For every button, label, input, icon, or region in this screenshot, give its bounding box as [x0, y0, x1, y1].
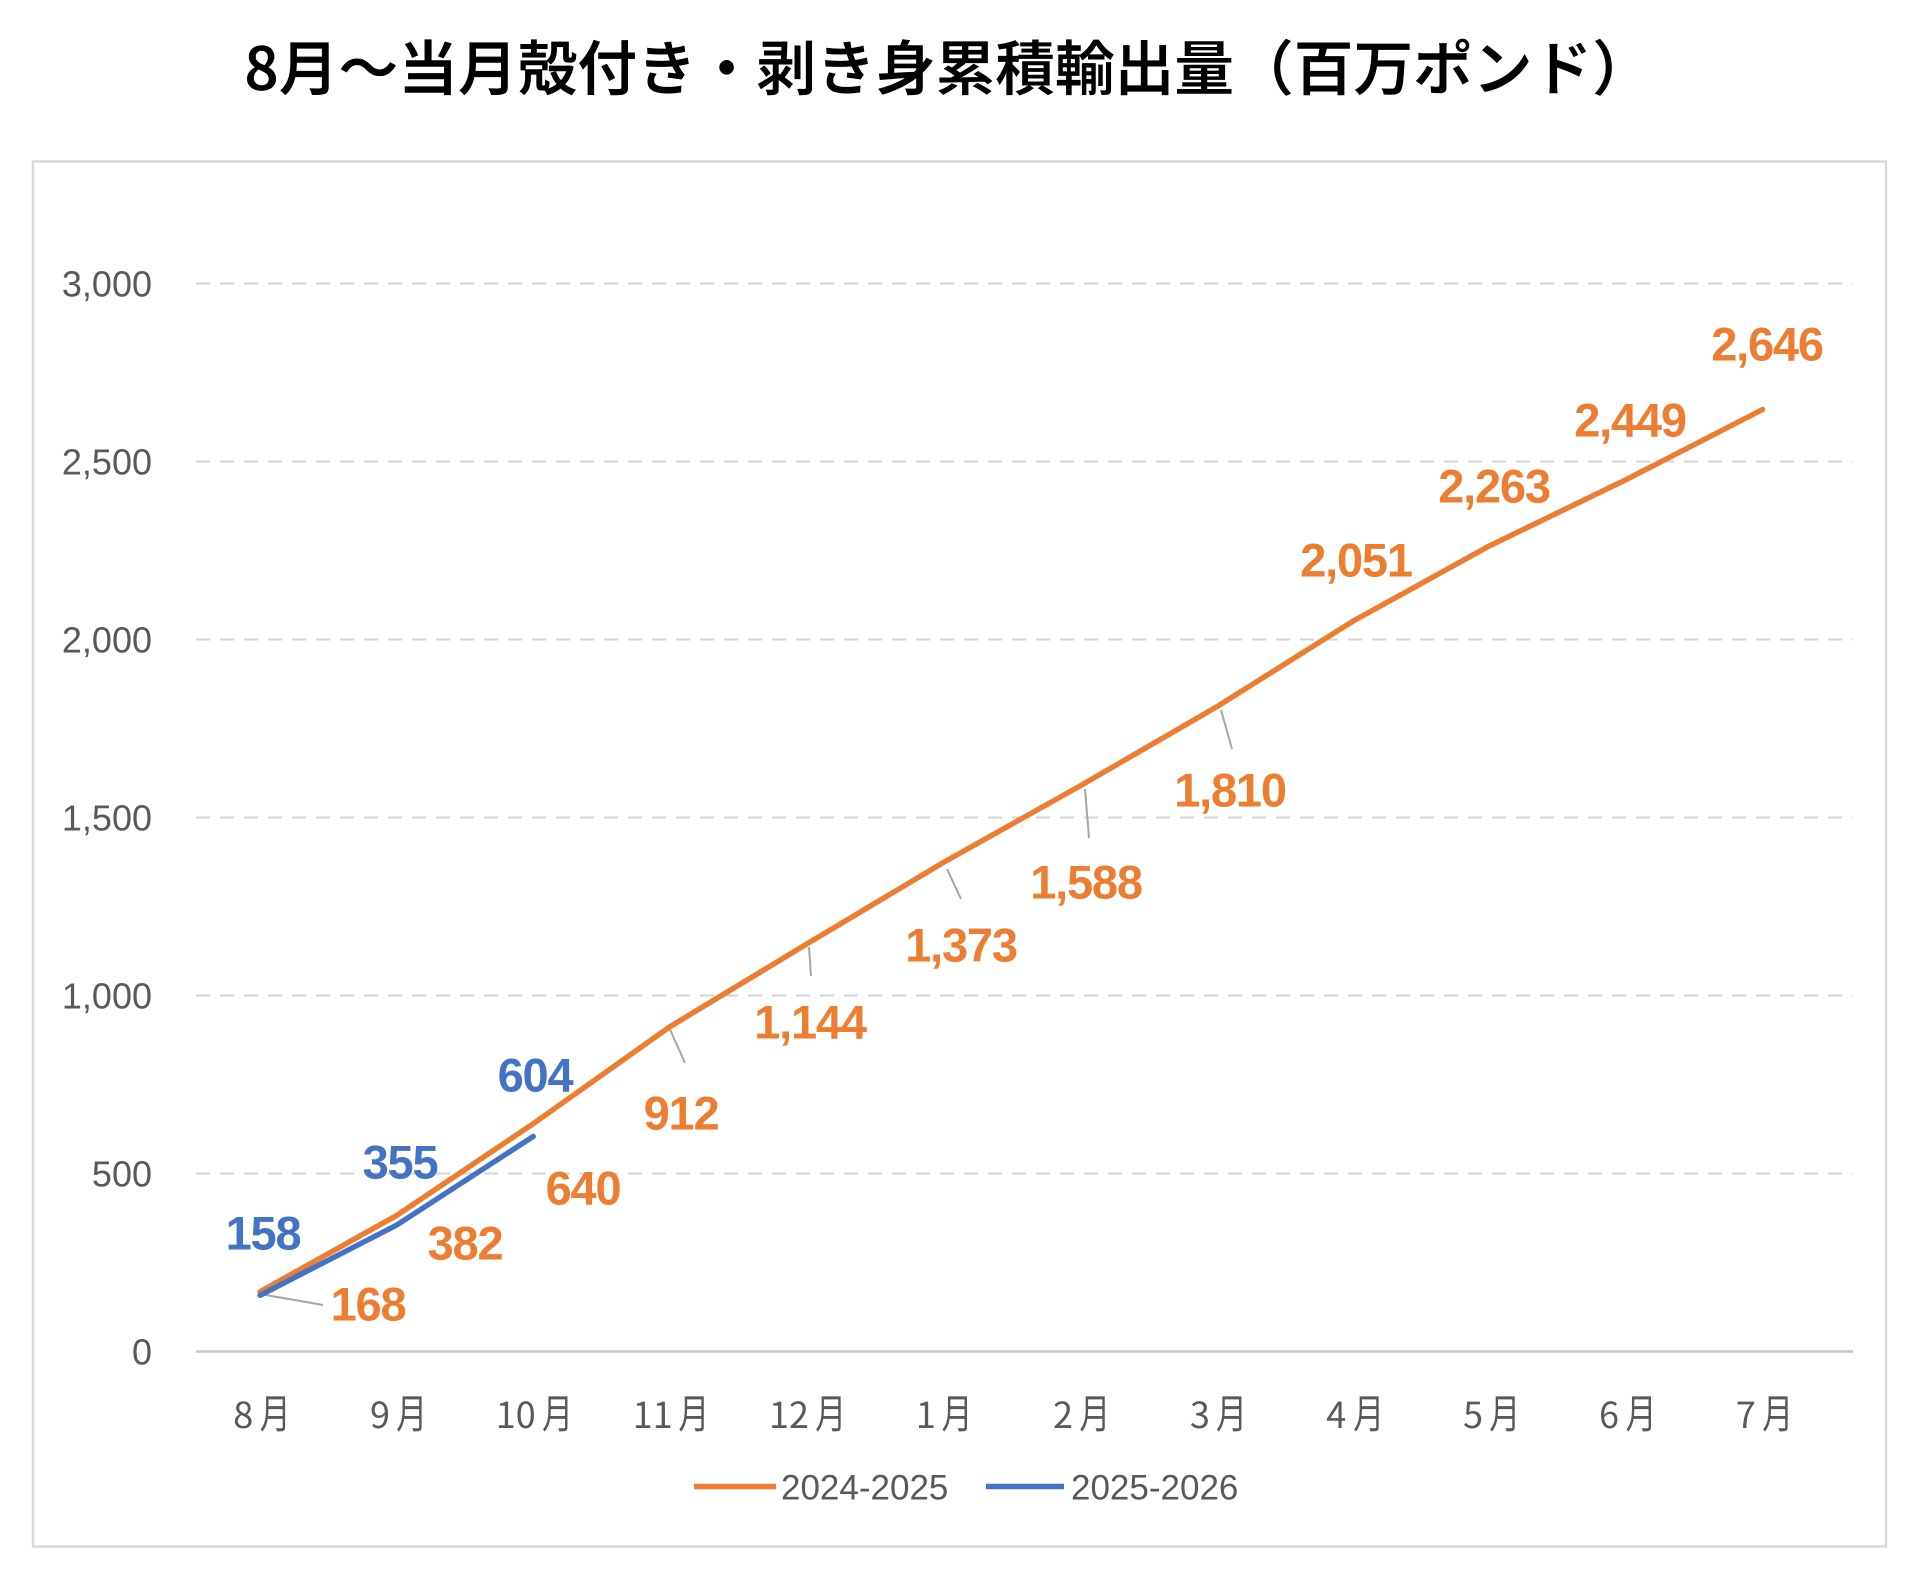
svg-text:1,810: 1,810 [1174, 763, 1286, 816]
svg-text:604: 604 [498, 1048, 574, 1101]
svg-text:2025-2026: 2025-2026 [1071, 1469, 1238, 1508]
svg-text:158: 158 [226, 1206, 301, 1259]
svg-text:3,000: 3,000 [62, 264, 152, 305]
svg-text:355: 355 [363, 1135, 438, 1188]
svg-text:1,588: 1,588 [1030, 855, 1142, 908]
svg-text:2,449: 2,449 [1574, 393, 1686, 446]
svg-text:2,000: 2,000 [62, 620, 152, 661]
svg-text:2024-2025: 2024-2025 [781, 1469, 948, 1508]
svg-text:1,500: 1,500 [62, 798, 152, 839]
svg-text:1,000: 1,000 [62, 976, 152, 1017]
svg-text:912: 912 [644, 1086, 719, 1139]
svg-text:500: 500 [92, 1154, 152, 1195]
svg-text:2,500: 2,500 [62, 442, 152, 483]
svg-text:1,144: 1,144 [754, 995, 867, 1048]
svg-text:2,051: 2,051 [1300, 533, 1412, 586]
svg-text:640: 640 [546, 1161, 621, 1214]
svg-text:0: 0 [132, 1332, 152, 1373]
svg-text:168: 168 [331, 1277, 406, 1330]
svg-text:382: 382 [428, 1216, 503, 1269]
svg-text:1,373: 1,373 [905, 918, 1017, 971]
svg-text:2,646: 2,646 [1711, 317, 1823, 370]
svg-text:2,263: 2,263 [1438, 459, 1550, 512]
